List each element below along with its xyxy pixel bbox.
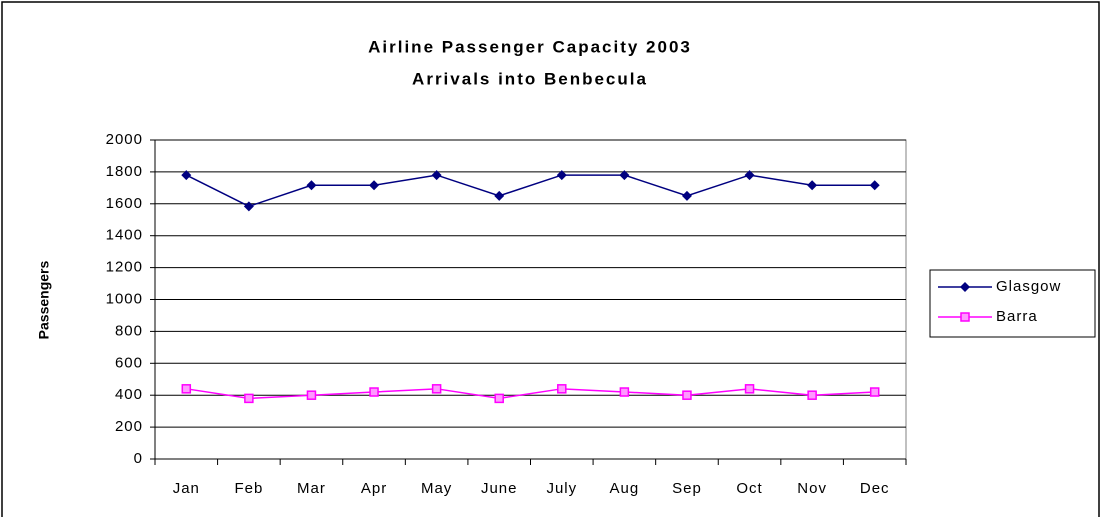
data-point — [682, 390, 692, 400]
chart-subtitle: Arrivals into Benbecula — [412, 69, 648, 88]
data-point — [681, 190, 692, 201]
data-point — [869, 180, 880, 191]
data-point — [431, 384, 442, 394]
y-tick-label: 1400 — [106, 227, 143, 244]
x-tick-label: May — [421, 480, 452, 497]
data-point — [557, 384, 567, 394]
data-point — [807, 390, 817, 400]
x-tick-label: July — [546, 480, 577, 497]
chart-title: Airline Passenger Capacity 2003 — [368, 37, 692, 56]
x-tick-label: Aug — [610, 480, 640, 497]
y-tick-label: 1800 — [106, 163, 143, 180]
data-point — [306, 180, 317, 191]
legend-label: Barra — [996, 308, 1038, 325]
data-point — [556, 170, 567, 181]
legend — [929, 269, 1096, 338]
series-line — [186, 388, 875, 400]
data-point — [807, 180, 818, 191]
x-tick-label: Sep — [672, 480, 702, 497]
data-point — [619, 387, 630, 397]
data-point — [494, 393, 504, 404]
data-point — [494, 190, 505, 201]
x-tick-label: Mar — [297, 480, 326, 497]
legend-marker — [960, 282, 970, 292]
y-tick-label: 800 — [115, 322, 143, 339]
x-tick-label: Oct — [736, 480, 762, 497]
y-tick-label: 1200 — [106, 259, 143, 276]
y-axis-label: Passengers — [36, 260, 52, 339]
data-point — [869, 387, 880, 397]
y-tick-label: 1000 — [106, 290, 143, 307]
legend-marker — [960, 312, 970, 322]
y-tick-label: 400 — [115, 386, 143, 403]
series-line — [185, 174, 875, 208]
y-tick-label: 1600 — [106, 195, 143, 212]
data-point — [181, 384, 192, 394]
data-point — [744, 384, 755, 394]
data-point — [306, 390, 317, 400]
y-tick-label: 200 — [115, 418, 143, 435]
data-point — [243, 201, 254, 212]
legend-label: Glasgow — [996, 278, 1061, 295]
x-tick-label: Nov — [797, 480, 827, 497]
data-point — [369, 387, 379, 397]
data-point — [181, 170, 192, 181]
x-tick-label: Feb — [234, 480, 263, 497]
x-tick-label: Apr — [361, 480, 387, 497]
data-point — [369, 180, 380, 191]
data-point — [431, 170, 442, 181]
data-point — [744, 170, 755, 181]
x-tick-label: Dec — [860, 480, 890, 497]
x-tick-label: Jan — [173, 480, 200, 497]
y-tick-label: 0 — [134, 450, 143, 467]
data-point — [619, 170, 630, 181]
data-point — [244, 393, 254, 404]
x-tick-label: June — [481, 480, 518, 497]
y-tick-label: 600 — [115, 354, 143, 371]
y-tick-label: 2000 — [106, 131, 143, 148]
